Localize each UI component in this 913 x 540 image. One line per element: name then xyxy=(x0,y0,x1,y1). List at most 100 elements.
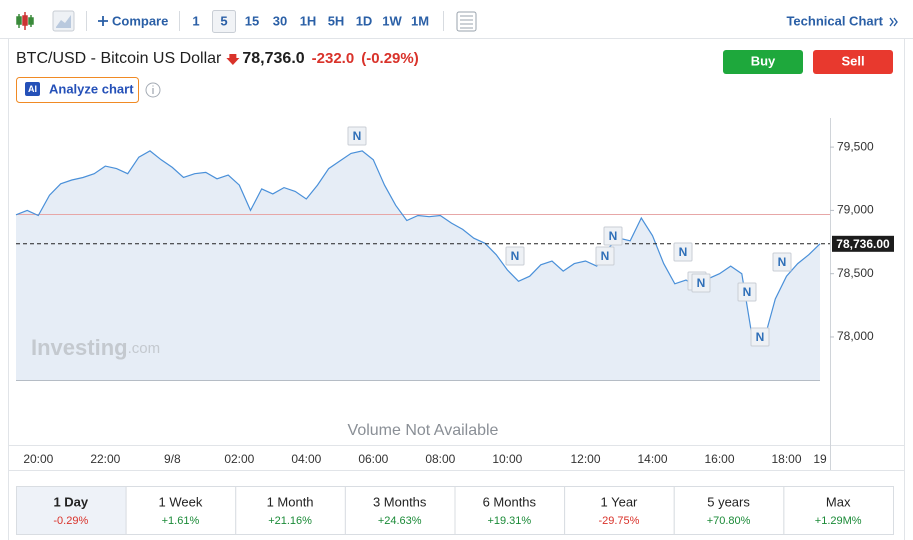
x-tick-label: 20:00 xyxy=(23,452,53,466)
x-tick-label: 22:00 xyxy=(90,452,120,466)
compare-plus[interactable] xyxy=(98,16,108,26)
news-marker-label[interactable]: N xyxy=(756,330,765,344)
area-fill xyxy=(16,150,820,380)
period-cell[interactable] xyxy=(16,486,127,535)
area-icon[interactable] xyxy=(52,10,75,32)
news-marker[interactable] xyxy=(603,226,623,246)
period-change[interactable]: -0.29% xyxy=(53,515,88,527)
x-tick-label: 06:00 xyxy=(358,452,388,466)
period-label[interactable]: 1 Month xyxy=(267,494,314,509)
news-marker[interactable] xyxy=(673,242,693,262)
period-label[interactable]: Max xyxy=(826,494,851,509)
sell-label[interactable]: Sell xyxy=(841,53,864,68)
candle-icon[interactable] xyxy=(16,12,34,30)
watermark: Investing.com xyxy=(31,335,160,360)
sell-button[interactable] xyxy=(813,50,893,74)
interval-button[interactable]: 30 xyxy=(273,13,287,28)
news-marker[interactable] xyxy=(772,252,792,272)
buy-label[interactable]: Buy xyxy=(751,53,776,68)
period-label[interactable]: 3 Months xyxy=(373,494,427,509)
news-marker-label[interactable]: N xyxy=(601,249,610,263)
watermark-main: Investing xyxy=(31,335,128,360)
news-marker-label[interactable]: N xyxy=(743,285,752,299)
period-cell[interactable] xyxy=(564,486,675,535)
news-marker[interactable] xyxy=(750,327,770,347)
news-marker-label[interactable]: N xyxy=(353,129,362,143)
ai-badge xyxy=(25,82,40,96)
period-label[interactable]: 1 Week xyxy=(159,494,203,509)
period-label[interactable]: 1 Year xyxy=(601,494,639,509)
x-tick-label: 16:00 xyxy=(704,452,734,466)
analyze-button[interactable] xyxy=(16,77,139,103)
watermark-suffix: .com xyxy=(128,340,161,357)
news-marker[interactable] xyxy=(347,126,367,146)
news-marker-label[interactable]: N xyxy=(679,245,688,259)
y-tick-label: 79,500 xyxy=(837,139,874,153)
interval-button[interactable]: 1 xyxy=(192,13,199,28)
price-line xyxy=(15,150,821,343)
chevron-icon xyxy=(889,17,898,27)
news-marker[interactable] xyxy=(691,273,711,293)
price-change-pct: (-0.29%) xyxy=(361,50,419,67)
y-tick-label: 78,500 xyxy=(837,266,874,280)
interval-button[interactable]: 1D xyxy=(356,13,373,28)
price-change: -232.0 xyxy=(312,50,355,67)
news-marker[interactable] xyxy=(595,246,615,266)
y-tick-label: 78,000 xyxy=(837,329,874,343)
period-change[interactable]: +1.29M% xyxy=(815,515,862,527)
interval-button[interactable]: 5 xyxy=(220,13,227,28)
period-cell[interactable] xyxy=(344,486,456,535)
buy-button[interactable] xyxy=(723,50,803,74)
price: 78,736.0 xyxy=(242,50,304,67)
down-arrow xyxy=(226,54,240,65)
interval-button[interactable]: 15 xyxy=(245,13,259,28)
period-change[interactable]: +24.63% xyxy=(378,515,422,527)
x-tick-label: 12:00 xyxy=(570,452,600,466)
analyze-label: Analyze chart xyxy=(49,81,134,96)
period-change[interactable]: -29.75% xyxy=(598,515,639,527)
interval-selected xyxy=(212,10,236,33)
news-marker-label[interactable]: N xyxy=(697,276,706,290)
x-tick-label: 19 xyxy=(813,452,827,466)
ai-badge-text: AI xyxy=(28,84,37,94)
period-cell[interactable] xyxy=(235,486,346,535)
x-tick-label: 04:00 xyxy=(291,452,321,466)
period-cell[interactable] xyxy=(783,486,894,535)
news-marker-label[interactable]: N xyxy=(609,229,618,243)
period-change[interactable]: +1.61% xyxy=(162,515,200,527)
technical-chart-link[interactable]: Technical Chart xyxy=(786,13,883,28)
period-label[interactable]: 1 Day xyxy=(53,494,88,509)
interval-button[interactable]: 1H xyxy=(300,13,317,28)
x-tick-label: 02:00 xyxy=(224,452,254,466)
period-cell[interactable] xyxy=(454,486,566,535)
period-change[interactable]: +21.16% xyxy=(268,515,312,527)
info-icon[interactable] xyxy=(145,82,161,98)
table-icon[interactable] xyxy=(456,11,477,32)
period-change[interactable]: +70.80% xyxy=(707,515,751,527)
interval-button[interactable]: 5H xyxy=(328,13,345,28)
x-tick-label: 9/8 xyxy=(164,452,181,466)
period-cell[interactable] xyxy=(673,486,785,535)
period-change[interactable]: +19.31% xyxy=(487,515,531,527)
y-tick-label: 79,000 xyxy=(837,203,874,217)
news-marker-label[interactable]: N xyxy=(511,249,520,263)
interval-button[interactable]: 1M xyxy=(411,13,429,28)
news-marker[interactable] xyxy=(505,246,525,266)
x-tick-label: 18:00 xyxy=(771,452,801,466)
news-marker-label[interactable]: N xyxy=(778,255,787,269)
x-tick-label: 14:00 xyxy=(637,452,667,466)
last-price-label: 78,736.00 xyxy=(836,237,890,251)
compare-button[interactable]: Compare xyxy=(112,13,168,28)
period-cell[interactable] xyxy=(125,486,237,535)
x-tick-label: 10:00 xyxy=(492,452,522,466)
period-label[interactable]: 5 years xyxy=(707,494,750,509)
news-marker[interactable] xyxy=(737,282,757,302)
instrument-title: BTC/USD - Bitcoin US Dollar xyxy=(16,50,222,67)
last-price-box xyxy=(832,235,894,252)
interval-button[interactable]: 1W xyxy=(382,13,402,28)
volume-note: Volume Not Available xyxy=(348,422,499,439)
period-label[interactable]: 6 Months xyxy=(483,494,537,509)
x-tick-label: 08:00 xyxy=(425,452,455,466)
